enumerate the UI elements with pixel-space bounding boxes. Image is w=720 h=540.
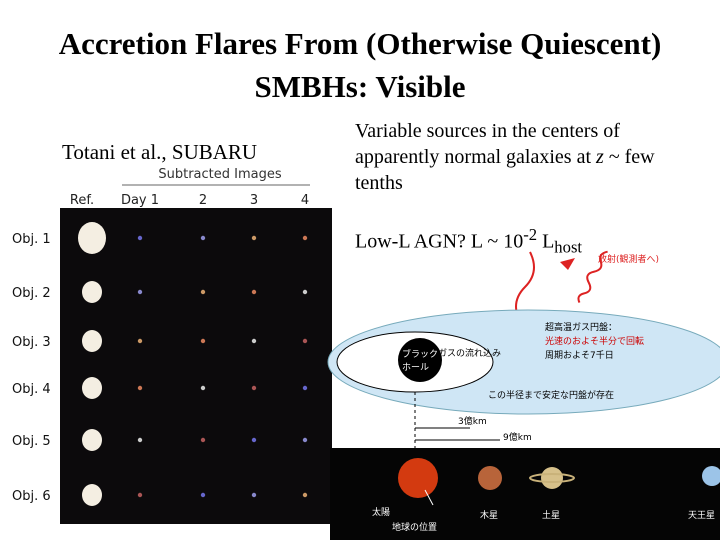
diagram-label: 天王星 [688,510,715,521]
stars [78,222,308,506]
bullet: Variable sources in the centers of appar… [355,118,685,196]
reference-galaxy [78,222,106,254]
row-label: Obj. 5 [12,434,51,449]
flare-dot [137,289,143,295]
flare-dot [137,437,143,443]
flare-dot [251,437,257,443]
flare-dot [302,492,308,498]
diagram-label: 木星 [480,509,498,521]
flare-dot [200,235,206,241]
reference-galaxy [82,429,102,451]
flare-dot [200,385,206,391]
flare-dot [200,338,206,344]
flare-dot [137,385,143,391]
diagram-label: 放射(観測者へ) [598,253,659,265]
uranus [702,466,720,486]
flare-dot [302,289,308,295]
flare-dot [302,437,308,443]
bullet: Low-L AGN? L ~ 10-2 Lhost [355,222,715,261]
flare-dot [251,289,257,295]
diagram-label: ブラック [402,348,438,360]
image-header: Subtracted Images [158,167,281,182]
text: Variable sources in the centers of appar… [355,120,620,168]
diagram-label: ガスの流れ込み [438,347,501,359]
diagram-label: 地球の位置 [392,521,437,533]
flare-dot [137,492,143,498]
flare-dot [251,338,257,344]
text: z [596,146,604,168]
reference-galaxy [82,330,102,352]
diagram-label: 9億km [503,431,532,443]
sun [398,458,438,498]
diagram-label: 土星 [542,509,560,521]
text: L [537,230,555,253]
flare-dot [251,492,257,498]
row-label: Obj. 6 [12,489,51,504]
image-background [60,208,332,524]
jupiter [478,466,502,490]
flare-dot [251,235,257,241]
text: -2 [523,225,538,244]
diagram-label: 3億km [458,415,487,427]
flare-dot [137,338,143,344]
diagram-label: 超高温ガス円盤： [545,321,617,333]
text: ~ few tenths [355,146,655,194]
image-labels: Subtracted Images Ref. Day 1 2 3 4 Obj. 1 Obj. … [12,167,309,504]
column-label: 3 [250,193,258,208]
solar-strip [330,448,720,540]
saturn-ring [529,473,575,483]
diagram-label: ホール [402,362,429,373]
flare-dot [200,289,206,295]
diagram-label: 周期およそ7千日 [545,350,614,361]
earth-pointer [424,489,434,506]
column-label: Day 1 [121,193,159,208]
diagram-label: 太陽 [372,506,390,518]
flare-dot [137,235,143,241]
saturn [541,467,563,489]
diagram-label: 光速のおよそ半分で回転 [545,335,644,347]
radiation-wave [577,250,608,303]
row-label: Obj. 4 [12,382,51,397]
row-label: Obj. 1 [12,232,51,247]
flare-dot [200,492,206,498]
diagram-label: この半径まで安定な円盤が存在 [488,389,614,401]
flare-dot [302,235,308,241]
slide-title: Accretion Flares From (Otherwise Quiesce… [58,26,662,104]
flare-dot [200,437,206,443]
reference-galaxy [82,484,102,506]
column-label: 4 [301,193,309,208]
text: Low-L AGN? L ~ 10 [355,230,524,253]
flare-dot [302,385,308,391]
arrow-head [560,258,575,270]
reference-galaxy [82,377,102,399]
black-hole [398,338,442,382]
column-label: 2 [199,193,207,208]
text: host [554,237,583,257]
figure-caption: Totani et al., SUBARU [62,140,258,164]
row-label: Obj. 3 [12,335,51,350]
flare-dot [251,385,257,391]
reference-galaxy [82,281,102,303]
row-label: Obj. 2 [12,286,51,301]
column-label: Ref. [70,193,94,208]
flare-dot [302,338,308,344]
